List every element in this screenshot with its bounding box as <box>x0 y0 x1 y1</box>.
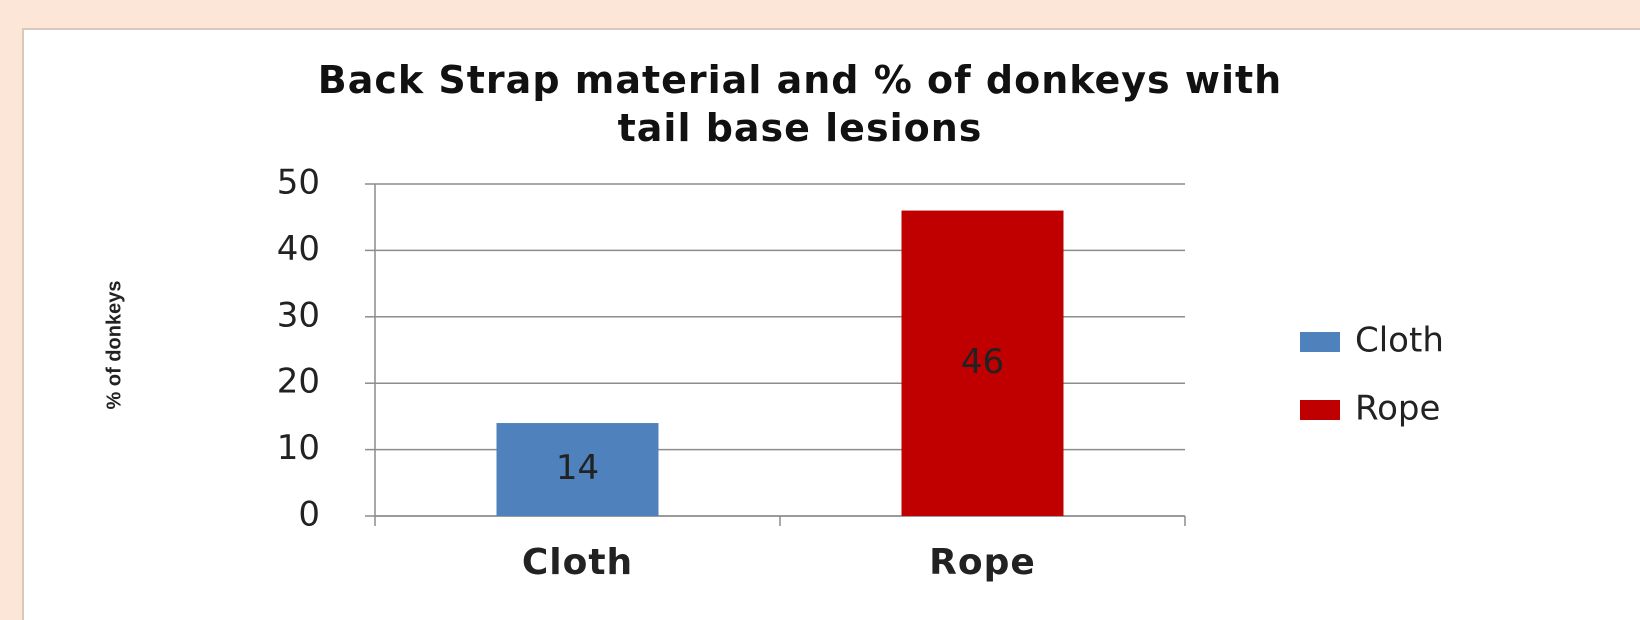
x-tick-label: Cloth <box>522 542 633 583</box>
legend-label: Rope <box>1355 389 1440 429</box>
chart-panel <box>22 28 1640 620</box>
chart-title: Back Strap material and % of donkeys wit… <box>317 58 1283 150</box>
y-tick-label: 10 <box>277 428 320 468</box>
bar <box>901 210 1064 516</box>
y-tick-label: 50 <box>277 163 320 203</box>
data-label: 14 <box>556 448 599 488</box>
legend-swatch <box>1300 332 1340 352</box>
y-axis-label: % of donkeys <box>103 281 125 410</box>
y-tick-label: 30 <box>277 295 320 335</box>
y-tick-label: 0 <box>298 495 320 535</box>
legend-label: Cloth <box>1355 321 1444 361</box>
y-tick-label: 20 <box>277 362 320 402</box>
x-tick-label: Rope <box>929 542 1036 583</box>
y-tick-label: 40 <box>277 229 320 269</box>
bar <box>496 423 659 516</box>
legend-swatch <box>1300 400 1340 420</box>
data-label: 46 <box>961 342 1004 382</box>
